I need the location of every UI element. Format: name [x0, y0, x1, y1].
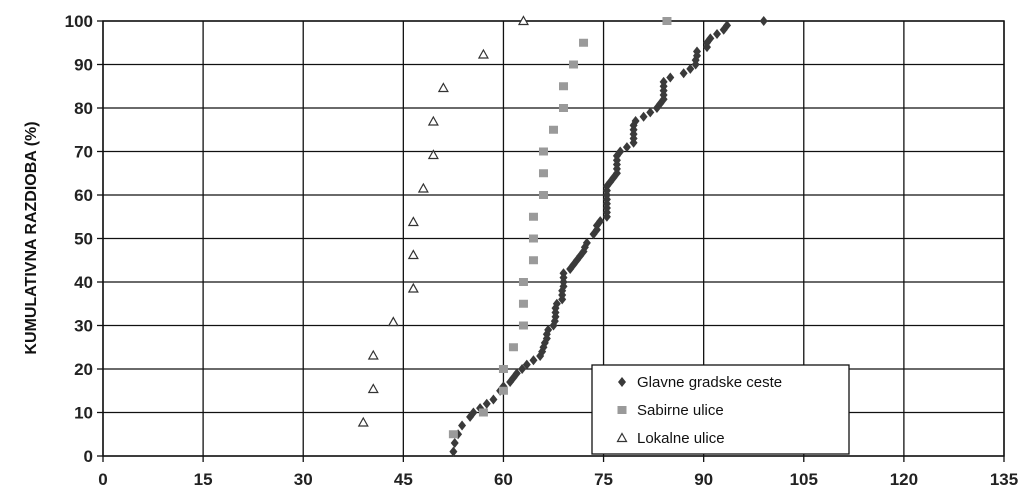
- data-point-diamond: [449, 447, 457, 457]
- y-tick-label: 40: [74, 273, 93, 292]
- data-point-diamond: [458, 421, 466, 431]
- data-point-diamond: [529, 355, 537, 365]
- x-tick-label: 0: [98, 470, 107, 489]
- data-point-triangle: [419, 184, 428, 192]
- data-point-square: [519, 322, 528, 330]
- data-point-diamond: [489, 394, 497, 404]
- data-point-triangle: [369, 351, 378, 359]
- data-point-square: [499, 365, 508, 373]
- y-axis-label: KUMULATIVNA RAZDIOBA (%): [23, 121, 40, 354]
- x-tick-label: 30: [294, 470, 313, 489]
- series-2: [359, 17, 528, 427]
- data-point-triangle: [409, 251, 418, 259]
- y-axis-ticks: 0 10 20 30 40 50 60 70 80 90 100: [65, 12, 103, 466]
- data-point-square: [549, 126, 558, 134]
- data-point-square: [539, 191, 548, 199]
- data-point-square: [519, 278, 528, 286]
- legend-item: Glavne gradske ceste: [618, 374, 782, 391]
- y-tick-label: 0: [84, 447, 93, 466]
- data-point-triangle: [369, 385, 378, 393]
- legend-label: Sabirne ulice: [637, 402, 724, 419]
- y-tick-label: 10: [74, 404, 93, 423]
- grid-lines: [103, 21, 1004, 456]
- data-point-triangle: [359, 418, 368, 426]
- data-point-diamond: [640, 112, 648, 122]
- y-tick-label: 100: [65, 12, 93, 31]
- data-point-square: [519, 300, 528, 308]
- data-point-square: [569, 61, 578, 69]
- y-tick-label: 60: [74, 186, 93, 205]
- legend-label: Lokalne ulice: [637, 430, 725, 447]
- data-point-diamond: [713, 29, 721, 39]
- legend: Glavne gradske ceste Sabirne ulice Lokalne…: [592, 365, 849, 454]
- data-point-square: [529, 256, 538, 264]
- y-tick-label: 70: [74, 143, 93, 162]
- data-point-square: [509, 343, 518, 351]
- legend-marker-square: [618, 406, 627, 414]
- data-point-square: [449, 430, 458, 438]
- y-tick-label: 80: [74, 99, 93, 118]
- x-tick-label: 15: [194, 470, 213, 489]
- data-point-diamond: [451, 438, 459, 448]
- data-point-diamond: [483, 399, 491, 409]
- legend-label: Glavne gradske ceste: [637, 374, 782, 391]
- x-tick-label: 135: [990, 470, 1018, 489]
- x-tick-label: 75: [594, 470, 613, 489]
- data-point-square: [539, 148, 548, 156]
- data-point-diamond: [680, 68, 688, 78]
- data-point-square: [539, 169, 548, 177]
- data-point-square: [529, 213, 538, 221]
- x-tick-label: 105: [790, 470, 818, 489]
- data-point-diamond: [646, 107, 654, 117]
- data-point-square: [479, 409, 488, 417]
- data-point-triangle: [429, 117, 438, 125]
- data-point-square: [559, 82, 568, 90]
- x-axis-ticks: 0 15 30 45 60 75 90 105 120 135: [98, 456, 1018, 489]
- data-point-diamond: [623, 142, 631, 152]
- data-point-diamond: [666, 73, 674, 83]
- data-point-triangle: [409, 284, 418, 292]
- data-point-diamond: [760, 16, 768, 26]
- y-tick-label: 90: [74, 56, 93, 75]
- data-point-triangle: [389, 318, 398, 326]
- data-point-square: [499, 387, 508, 395]
- x-tick-label: 45: [394, 470, 413, 489]
- data-point-square: [529, 235, 538, 243]
- y-tick-label: 20: [74, 360, 93, 379]
- y-tick-label: 30: [74, 317, 93, 336]
- data-point-triangle: [439, 83, 448, 91]
- y-tick-label: 50: [74, 230, 93, 249]
- data-point-triangle: [409, 217, 418, 225]
- data-point-triangle: [479, 50, 488, 58]
- data-point-square: [559, 104, 568, 112]
- data-point-square: [662, 17, 671, 25]
- x-tick-label: 120: [890, 470, 918, 489]
- x-tick-label: 90: [694, 470, 713, 489]
- x-tick-label: 60: [494, 470, 513, 489]
- data-point-square: [579, 39, 588, 47]
